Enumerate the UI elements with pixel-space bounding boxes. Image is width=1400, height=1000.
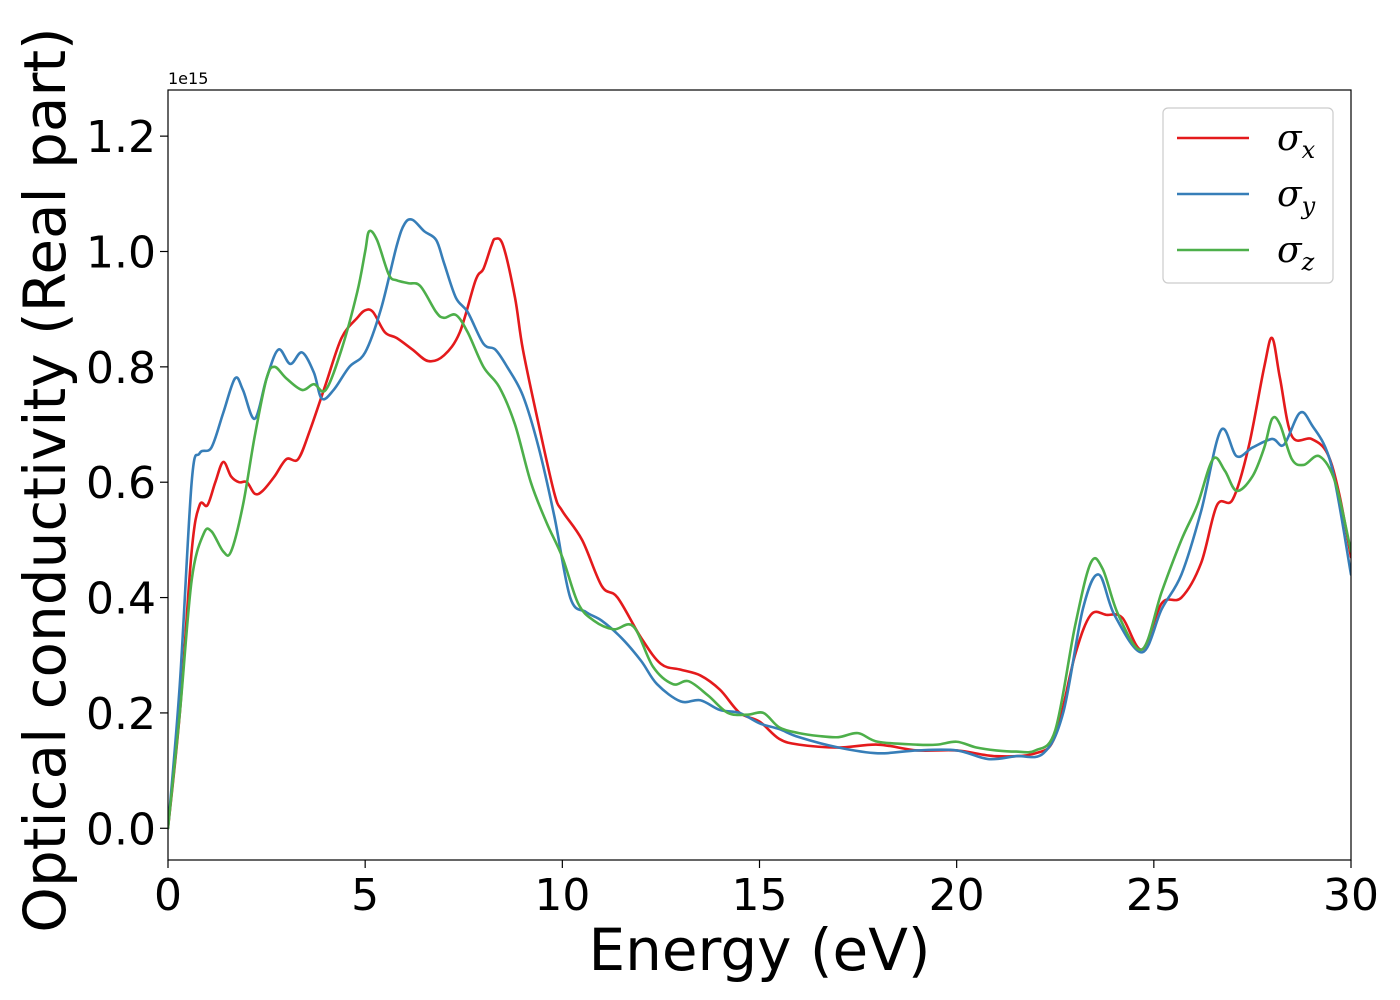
x-tick-label: 30 [1323,870,1379,921]
x-axis-ticks: 0 5 10 15 20 25 30 [154,860,1379,921]
y-axis-label: Optical conductivity (Real part) [11,27,79,932]
x-tick-label: 0 [154,870,182,921]
y-tick-label: 1.2 [86,112,156,163]
y-tick-label: 1.0 [86,227,156,278]
series-line-sigma-y [168,217,1351,830]
y-tick-label: 0.0 [86,804,156,855]
series-line-sigma-z [168,229,1351,830]
x-tick-label: 25 [1126,870,1182,921]
y-offset-label: 1e15 [168,69,208,88]
y-axis-ticks: 0.0 0.2 0.4 0.6 0.8 1.0 1.2 [86,112,168,855]
y-tick-label: 0.8 [86,343,156,394]
y-tick-label: 0.4 [86,574,156,625]
x-tick-label: 20 [929,870,985,921]
y-tick-label: 0.6 [86,458,156,509]
series-line-sigma-x [168,237,1351,830]
x-tick-label: 10 [534,870,590,921]
x-axis-label: Energy (eV) [588,916,930,984]
legend-box [1162,107,1334,284]
x-tick-label: 5 [351,870,379,921]
y-tick-label: 0.2 [86,689,156,740]
x-tick-label: 15 [732,870,788,921]
